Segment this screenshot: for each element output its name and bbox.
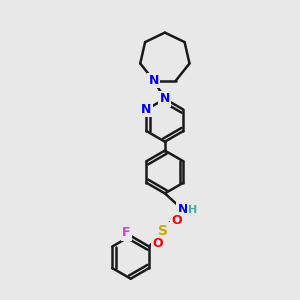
Text: F: F	[122, 226, 130, 239]
Text: S: S	[158, 224, 168, 238]
Text: N: N	[178, 203, 188, 216]
Text: N: N	[141, 103, 152, 116]
Text: O: O	[152, 237, 163, 250]
Text: N: N	[160, 92, 170, 105]
Text: H: H	[188, 205, 198, 215]
Text: O: O	[171, 214, 182, 226]
Text: N: N	[149, 74, 159, 87]
